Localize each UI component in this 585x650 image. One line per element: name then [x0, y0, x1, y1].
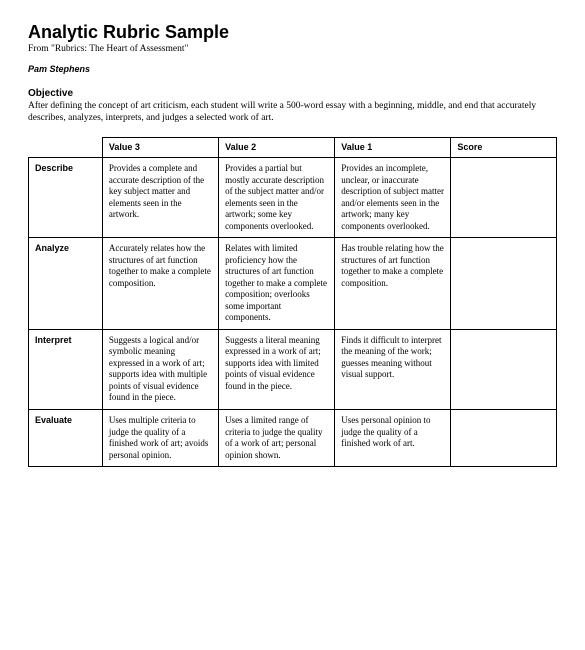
row-label-analyze: Analyze: [29, 238, 103, 330]
table-row: Analyze Accurately relates how the struc…: [29, 238, 557, 330]
row-label-evaluate: Evaluate: [29, 410, 103, 467]
cell-score: [451, 410, 557, 467]
cell-score: [451, 238, 557, 330]
header-score: Score: [451, 137, 557, 158]
header-empty: [29, 137, 103, 158]
table-row: Describe Provides a complete and accurat…: [29, 158, 557, 238]
cell: Suggests a literal meaning expressed in …: [219, 329, 335, 409]
rubric-table: Value 3 Value 2 Value 1 Score Describe P…: [28, 137, 557, 467]
cell: Provides a partial but mostly accurate d…: [219, 158, 335, 238]
cell-score: [451, 158, 557, 238]
header-value3: Value 3: [102, 137, 218, 158]
table-row: Evaluate Uses multiple criteria to judge…: [29, 410, 557, 467]
header-value1: Value 1: [335, 137, 451, 158]
page-title: Analytic Rubric Sample: [28, 22, 557, 43]
row-label-describe: Describe: [29, 158, 103, 238]
objective-text: After defining the concept of art critic…: [28, 100, 557, 125]
cell: Suggests a logical and/or symbolic meani…: [102, 329, 218, 409]
cell: Finds it difficult to interpret the mean…: [335, 329, 451, 409]
cell: Relates with limited proficiency how the…: [219, 238, 335, 330]
objective-heading: Objective: [28, 88, 557, 99]
cell: Provides an incomplete, unclear, or inac…: [335, 158, 451, 238]
cell: Accurately relates how the structures of…: [102, 238, 218, 330]
row-label-interpret: Interpret: [29, 329, 103, 409]
cell: Uses a limited range of criteria to judg…: [219, 410, 335, 467]
header-value2: Value 2: [219, 137, 335, 158]
author: Pam Stephens: [28, 64, 557, 74]
table-header-row: Value 3 Value 2 Value 1 Score: [29, 137, 557, 158]
cell: Provides a complete and accurate descrip…: [102, 158, 218, 238]
cell: Uses personal opinion to judge the quali…: [335, 410, 451, 467]
cell-score: [451, 329, 557, 409]
page-subtitle: From "Rubrics: The Heart of Assessment": [28, 44, 557, 54]
table-row: Interpret Suggests a logical and/or symb…: [29, 329, 557, 409]
cell: Has trouble relating how the structures …: [335, 238, 451, 330]
cell: Uses multiple criteria to judge the qual…: [102, 410, 218, 467]
